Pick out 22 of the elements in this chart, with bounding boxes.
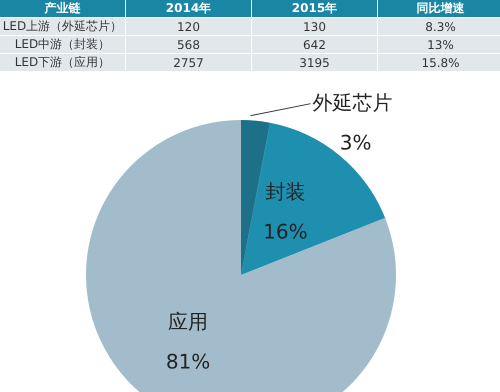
- text: 同比增速: [378, 0, 500, 18]
- data-label: 15.8%: [378, 54, 500, 71]
- data-label: 3195: [252, 54, 378, 71]
- data-label: 130: [252, 18, 378, 36]
- data-label: 642: [252, 36, 378, 54]
- data-label: 120: [126, 18, 252, 36]
- slice-label: 封装: [265, 179, 306, 204]
- category-label: LED下游（应用）: [0, 54, 126, 71]
- data-label: 2757: [126, 54, 252, 71]
- text: 产业链: [0, 0, 126, 18]
- data-label: 8.3%: [378, 18, 500, 36]
- data-label: 81%: [166, 350, 210, 374]
- data-label: 13%: [378, 36, 500, 54]
- category-label: LED中游（封装）: [0, 36, 126, 54]
- series-label: 2014年: [126, 0, 252, 18]
- text: 2015年: [252, 0, 378, 18]
- category-label: LED上游（外延芯片）: [0, 18, 126, 36]
- slice-label: 应用: [168, 310, 208, 334]
- data-label: 3%: [340, 130, 372, 155]
- data-label: 16%: [263, 219, 308, 244]
- data-label: 568: [126, 36, 252, 54]
- slice-label: 外延芯片: [312, 90, 393, 115]
